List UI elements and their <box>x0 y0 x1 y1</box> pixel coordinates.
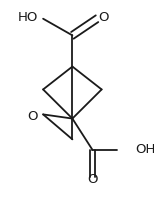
Text: OH: OH <box>136 143 154 156</box>
Text: O: O <box>98 11 108 24</box>
Text: O: O <box>27 110 38 123</box>
Text: O: O <box>87 173 98 186</box>
Text: HO: HO <box>18 11 38 24</box>
